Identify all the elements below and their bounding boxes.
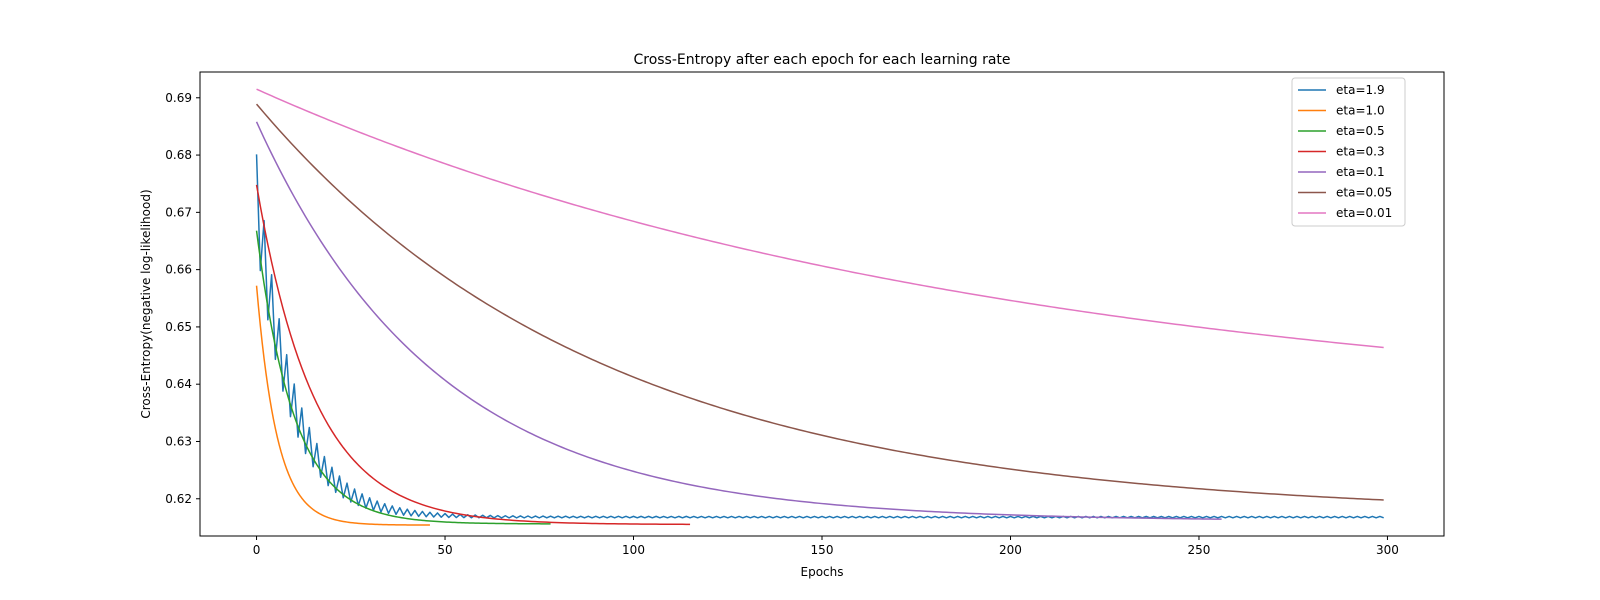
y-tick-label: 0.66 [165, 263, 192, 277]
series-line-eta-0-5 [255, 230, 551, 525]
y-tick-label: 0.63 [165, 434, 192, 448]
legend-box [1291, 77, 1406, 227]
chart-title: Cross-Entropy after each epoch for each … [633, 52, 1010, 68]
series-line-eta-0-05 [255, 103, 1384, 501]
legend: eta=1.9 eta=1.0 eta=0.5 eta=0.3 eta=0.1 eta=0… [1291, 77, 1406, 227]
legend-entry: eta=1.0 [1336, 104, 1385, 118]
axis-ticks: 0 50 100 150 200 250 300 0.62 0.63 0.64 0.65 0.66 0.… [165, 91, 1399, 557]
x-tick-label: 250 [1188, 543, 1211, 557]
series-line-eta-0-1 [255, 121, 1222, 520]
legend-entry: eta=0.01 [1336, 206, 1392, 220]
legend-entry: eta=0.1 [1336, 165, 1385, 179]
y-tick-label: 0.67 [165, 205, 192, 219]
x-tick-label: 0 [253, 543, 261, 557]
legend-entry: eta=0.5 [1336, 124, 1385, 138]
series-line-eta-1-9 [255, 154, 1384, 519]
x-tick-label: 200 [999, 543, 1022, 557]
legend-entry: eta=0.3 [1336, 145, 1385, 159]
series-line-eta-1-0 [255, 285, 430, 526]
y-tick-label: 0.64 [165, 377, 192, 391]
y-tick-label: 0.68 [165, 148, 192, 162]
series-line-eta-0-3 [255, 184, 691, 526]
legend-entry: eta=0.05 [1336, 186, 1392, 200]
x-tick-label: 50 [437, 543, 452, 557]
x-tick-label: 300 [1376, 543, 1399, 557]
x-tick-label: 100 [622, 543, 645, 557]
y-tick-label: 0.65 [165, 320, 192, 334]
plot-frame [199, 71, 1445, 537]
series-line-eta-0-01 [256, 88, 1384, 349]
y-tick-label: 0.62 [165, 492, 192, 506]
y-axis-label: Cross-Entropy(negative log-likelihood) [139, 189, 153, 418]
x-axis-label: Epochs [801, 565, 844, 579]
y-tick-label: 0.69 [165, 91, 192, 105]
legend-entry: eta=1.9 [1336, 83, 1385, 97]
series-layer [255, 88, 1384, 526]
x-tick-label: 150 [811, 543, 834, 557]
